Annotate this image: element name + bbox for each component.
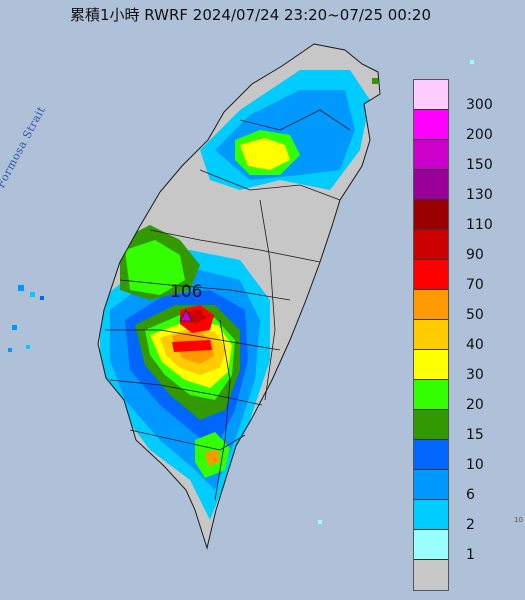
legend-label: 90	[466, 247, 484, 263]
legend-label: 15	[466, 427, 484, 443]
rain-50mm-south	[205, 450, 220, 466]
legend-swatch	[414, 530, 448, 560]
boundary-line	[259, 199, 276, 401]
legend-swatch	[414, 80, 448, 110]
legend-swatch	[414, 440, 448, 470]
legend-swatch	[414, 470, 448, 500]
legend-swatch	[414, 380, 448, 410]
legend-swatch	[414, 410, 448, 440]
offshore-echoes	[8, 60, 474, 524]
max-value-label: 106	[170, 282, 203, 302]
legend-label: 50	[466, 307, 484, 323]
echo	[372, 78, 378, 84]
echo	[318, 520, 322, 524]
echo	[18, 285, 24, 291]
legend-swatch	[414, 230, 448, 260]
legend-swatch	[414, 260, 448, 290]
legend-swatch	[414, 320, 448, 350]
edge-tick-label: 10	[514, 516, 523, 524]
boundary-line	[105, 329, 281, 351]
boundary-line	[109, 379, 263, 406]
echo	[30, 292, 35, 297]
legend-label: 20	[466, 397, 484, 413]
legend-label: 40	[466, 337, 484, 353]
map-title: 累積1小時 RWRF 2024/07/24 23:20~07/25 00:20	[70, 6, 432, 24]
rainfall-legend	[413, 79, 449, 591]
boundary-line	[214, 319, 231, 501]
echo	[12, 325, 17, 330]
boundary-line	[239, 109, 351, 131]
legend-label: 70	[466, 277, 484, 293]
legend-swatch	[414, 140, 448, 170]
rain-20mm-west	[125, 240, 185, 295]
boundary-line	[129, 429, 246, 451]
max-rainfall-marker	[179, 309, 193, 322]
legend-swatch	[414, 200, 448, 230]
legend-label: 110	[466, 217, 493, 233]
legend-label: 30	[466, 367, 484, 383]
boundary-line	[119, 279, 291, 301]
boundary-line	[149, 229, 321, 263]
echo	[8, 348, 12, 352]
legend-swatch	[414, 290, 448, 320]
legend-label: 2	[466, 517, 475, 533]
legend-label: 150	[466, 157, 493, 173]
legend-label: 10	[466, 457, 484, 473]
legend-label: 6	[466, 487, 475, 503]
echo	[470, 60, 474, 64]
legend-swatch	[414, 560, 448, 590]
legend-label: 130	[466, 187, 493, 203]
legend-label: 200	[466, 127, 493, 143]
island-outline	[97, 43, 381, 550]
rain-30mm-north	[240, 138, 290, 170]
legend-label: 1	[466, 547, 475, 563]
county-boundaries	[105, 109, 351, 501]
rain-70mm-band	[172, 340, 212, 352]
legend-swatch	[414, 350, 448, 380]
echo	[40, 296, 44, 300]
boundary-line	[199, 169, 341, 201]
legend-swatch	[414, 170, 448, 200]
legend-label: 300	[466, 97, 493, 113]
echo	[26, 345, 30, 349]
legend-swatch	[414, 500, 448, 530]
legend-swatch	[414, 110, 448, 140]
